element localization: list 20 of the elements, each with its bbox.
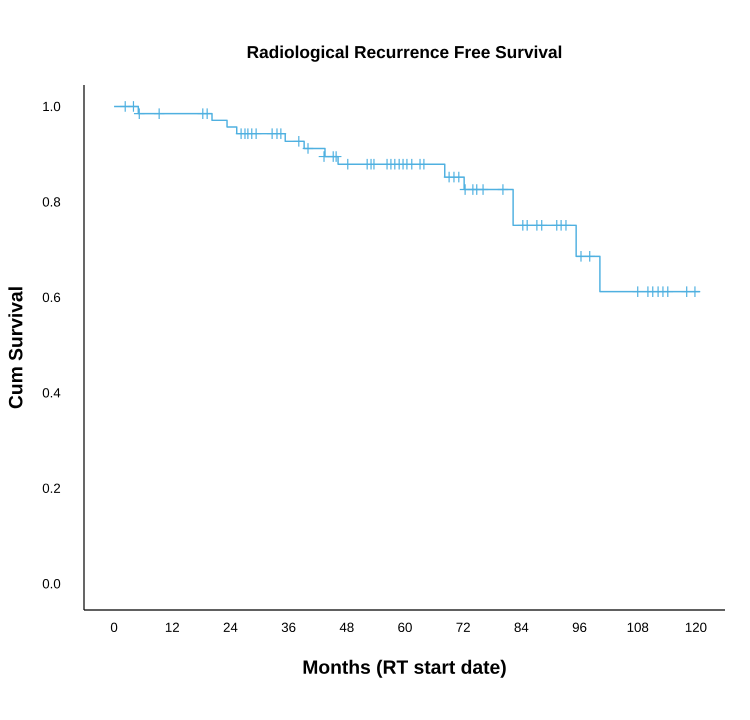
x-axis-title: Months (RT start date) [304, 660, 506, 678]
x-tick-label: 36 [282, 622, 296, 632]
x-tick-label: 120 [686, 622, 706, 632]
y-tick-label: 0.2 [42, 484, 60, 493]
x-tick-label: 12 [166, 622, 179, 632]
x-tick-label: 72 [456, 622, 470, 632]
x-tick-label: 48 [340, 622, 354, 632]
x-tick-label: 0 [110, 622, 118, 632]
y-tick-label: 1.0 [43, 102, 60, 112]
x-tick-label: 108 [628, 622, 648, 632]
x-tick-label: 24 [224, 622, 238, 632]
y-tick-label: 0.0 [42, 579, 60, 588]
x-tick-label: 96 [572, 622, 586, 632]
y-tick-label: 0.8 [42, 197, 60, 207]
x-tick-label: 84 [514, 622, 528, 632]
y-tick-label: 0.4 [42, 388, 60, 398]
chart-title: Radiological Recurrence Free Survival [248, 46, 562, 62]
y-tick-label: 0.6 [42, 292, 60, 302]
x-tick-label: 60 [398, 622, 412, 632]
y-axis-title: Cum Survival [8, 287, 22, 408]
